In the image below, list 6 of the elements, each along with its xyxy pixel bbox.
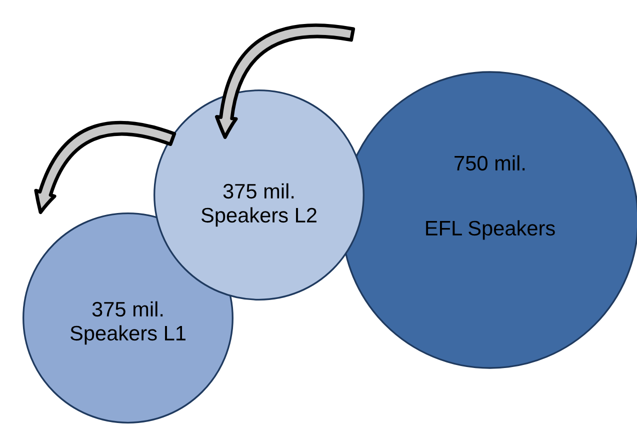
data-label: 375 mil. [92,301,163,317]
data-label: 375 mil. [223,183,294,199]
data-label: 750 mil. [454,155,525,171]
category-label: Speakers L1 [70,325,186,345]
category-label: Speakers L2 [201,207,316,227]
category-label: EFL Speakers [426,220,555,240]
